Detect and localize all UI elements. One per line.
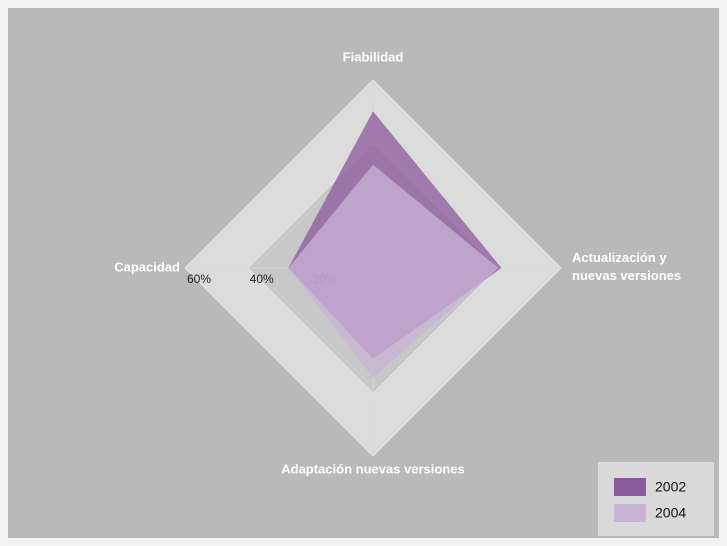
- series-area: [288, 164, 499, 378]
- legend: [598, 462, 714, 536]
- axis-label-line: Actualización y: [572, 250, 667, 265]
- axis-label-line: nuevas versiones: [572, 268, 681, 283]
- legend-label: 2002: [655, 479, 686, 495]
- legend-swatch: [614, 504, 646, 522]
- legend-label: 2004: [655, 505, 686, 521]
- axis-label: Fiabilidad: [343, 49, 404, 64]
- axis-label: Adaptación nuevas versiones: [281, 461, 465, 476]
- axis-label: Capacidad: [114, 259, 180, 274]
- r-tick-label: 60%: [187, 272, 211, 286]
- legend-swatch: [614, 478, 646, 496]
- r-tick-label: 40%: [250, 272, 274, 286]
- axis-label: Actualización y nuevas versiones: [572, 250, 681, 283]
